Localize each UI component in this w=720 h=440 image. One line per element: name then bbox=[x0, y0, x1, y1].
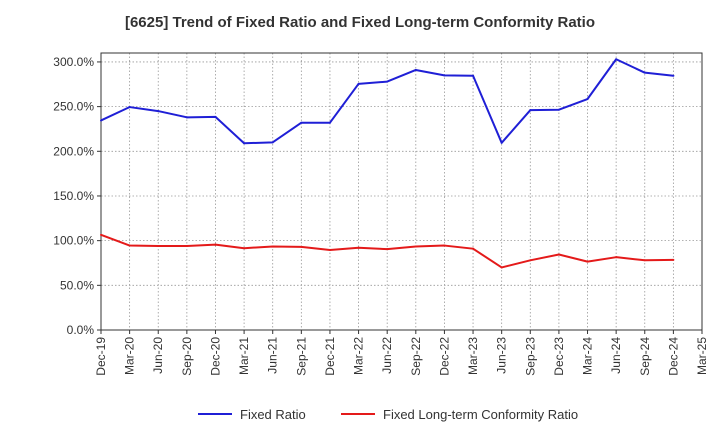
data-point bbox=[615, 256, 618, 259]
x-tick-label: Dec-23 bbox=[552, 337, 566, 376]
data-point bbox=[300, 245, 303, 248]
x-tick-label: Jun-21 bbox=[266, 337, 280, 374]
data-point bbox=[357, 246, 360, 249]
data-point bbox=[500, 266, 503, 269]
data-point bbox=[643, 259, 646, 262]
plot-frame bbox=[100, 52, 703, 331]
data-point bbox=[557, 253, 560, 256]
data-point bbox=[472, 74, 475, 77]
data-point bbox=[243, 142, 246, 145]
data-point bbox=[271, 141, 274, 144]
data-point bbox=[443, 74, 446, 77]
data-point bbox=[386, 248, 389, 251]
data-point bbox=[672, 258, 675, 261]
x-tick-label: Dec-19 bbox=[94, 337, 108, 376]
y-tick-label: 300.0% bbox=[53, 55, 94, 69]
x-tick-label: Sep-23 bbox=[523, 337, 537, 376]
data-point bbox=[185, 116, 188, 119]
data-point bbox=[157, 245, 160, 248]
data-point bbox=[128, 244, 131, 247]
data-point bbox=[128, 106, 131, 109]
data-point bbox=[357, 82, 360, 85]
grid-layer bbox=[100, 53, 703, 331]
data-point bbox=[586, 98, 589, 101]
y-tick-label: 150.0% bbox=[53, 189, 94, 203]
data-point bbox=[529, 109, 532, 112]
data-point bbox=[643, 71, 646, 74]
data-point bbox=[157, 110, 160, 113]
series-layer bbox=[100, 58, 675, 269]
x-tick-label: Mar-21 bbox=[237, 337, 251, 375]
x-tick-label: Jun-20 bbox=[151, 337, 165, 374]
axes-layer bbox=[97, 52, 703, 334]
data-point bbox=[386, 80, 389, 83]
y-tick-label: 0.0% bbox=[67, 323, 95, 337]
x-tick-label: Dec-20 bbox=[208, 337, 222, 376]
data-point bbox=[529, 259, 532, 262]
data-point bbox=[214, 243, 217, 246]
x-tick-label: Jun-23 bbox=[495, 337, 509, 374]
data-point bbox=[443, 244, 446, 247]
data-point bbox=[300, 121, 303, 124]
data-point bbox=[328, 249, 331, 252]
data-point bbox=[586, 260, 589, 263]
data-point bbox=[615, 58, 618, 61]
chart-title: [6625] Trend of Fixed Ratio and Fixed Lo… bbox=[124, 14, 596, 31]
tick-labels: 0.0% 50.0% 100.0% 150.0% 200.0% 250.0% 300.0% D… bbox=[53, 55, 709, 376]
x-tick-label: Mar-20 bbox=[123, 337, 137, 375]
data-point bbox=[557, 108, 560, 111]
x-tick-label: Sep-22 bbox=[409, 337, 423, 376]
x-tick-label: Dec-22 bbox=[437, 337, 451, 376]
data-point bbox=[472, 247, 475, 250]
data-point bbox=[185, 245, 188, 248]
data-point bbox=[414, 68, 417, 71]
x-tick-label: Jun-24 bbox=[609, 337, 623, 374]
x-tick-label: Mar-22 bbox=[352, 337, 366, 375]
y-tick-label: 200.0% bbox=[53, 144, 94, 158]
data-point bbox=[100, 233, 102, 236]
data-point bbox=[214, 115, 217, 118]
x-tick-label: Mar-24 bbox=[581, 337, 595, 375]
data-point bbox=[328, 121, 331, 124]
data-point bbox=[414, 245, 417, 248]
x-tick-label: Sep-24 bbox=[638, 337, 652, 376]
x-tick-label: Mar-25 bbox=[695, 337, 709, 375]
data-point bbox=[100, 119, 102, 122]
x-tick-label: Dec-24 bbox=[666, 337, 680, 376]
legend-label: Fixed Ratio bbox=[240, 407, 306, 422]
x-tick-label: Dec-21 bbox=[323, 337, 337, 376]
data-point bbox=[500, 141, 503, 144]
y-tick-label: 100.0% bbox=[53, 234, 94, 248]
legend: Fixed Ratio Fixed Long-term Conformity Ra… bbox=[198, 407, 578, 422]
data-point bbox=[672, 74, 675, 77]
x-tick-label: Jun-22 bbox=[380, 337, 394, 374]
x-tick-label: Sep-20 bbox=[180, 337, 194, 376]
y-tick-label: 250.0% bbox=[53, 100, 94, 114]
data-point bbox=[271, 245, 274, 248]
x-tick-label: Sep-21 bbox=[294, 337, 308, 376]
x-tick-label: Mar-23 bbox=[466, 337, 480, 375]
data-point bbox=[243, 247, 246, 250]
legend-label: Fixed Long-term Conformity Ratio bbox=[383, 407, 578, 422]
y-tick-label: 50.0% bbox=[60, 278, 94, 292]
